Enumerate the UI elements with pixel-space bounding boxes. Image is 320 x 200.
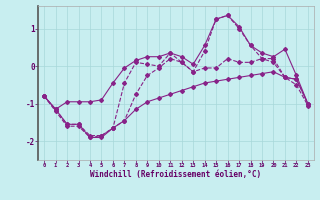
X-axis label: Windchill (Refroidissement éolien,°C): Windchill (Refroidissement éolien,°C) [91, 170, 261, 179]
